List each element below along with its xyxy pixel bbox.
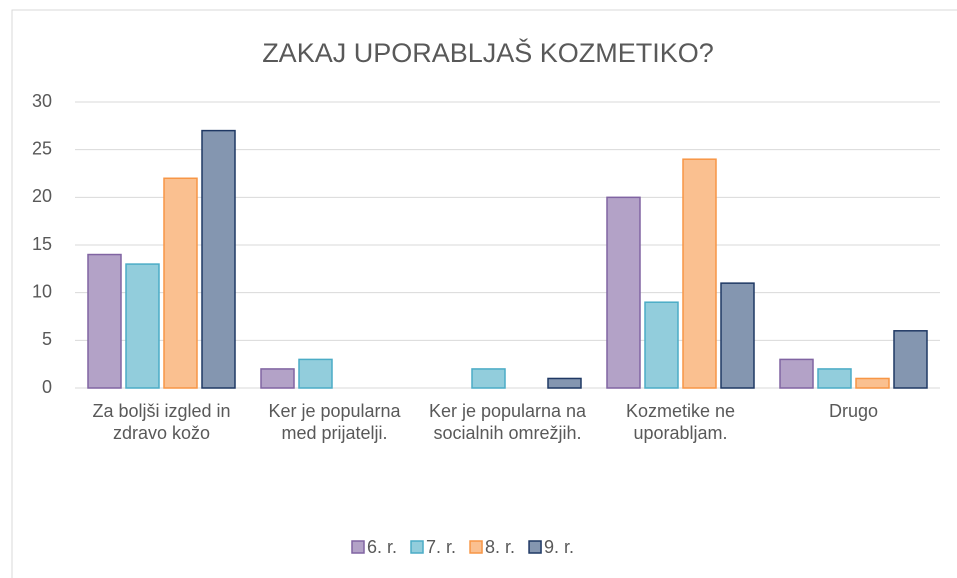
y-tick-label: 15: [32, 234, 52, 254]
y-tick-label: 25: [32, 138, 52, 158]
bar: [547, 377, 582, 389]
bar: [260, 368, 295, 389]
x-tick-label: Za boljši izgled in zdravo kožo: [92, 401, 231, 443]
legend-label: 6. r.: [367, 537, 397, 557]
y-tick-label: 0: [42, 377, 52, 397]
x-tick-label: Drugo: [828, 401, 879, 421]
bar: [817, 368, 852, 389]
legend-swatch: [469, 540, 483, 554]
bar: [720, 282, 755, 389]
x-tick-label: Kozmetike ne uporabljam.: [625, 401, 736, 443]
y-tick-label: 20: [32, 186, 52, 206]
legend-swatch: [528, 540, 542, 554]
bar: [163, 177, 198, 389]
bar: [682, 158, 717, 389]
y-tick-label: 30: [32, 91, 52, 111]
bar: [779, 358, 814, 389]
legend-swatch: [410, 540, 424, 554]
bar: [893, 330, 928, 389]
x-tick-label: Ker je popularna med prijatelji.: [268, 401, 401, 443]
bar: [471, 368, 506, 389]
bar: [298, 358, 333, 389]
bar: [855, 377, 890, 389]
bar: [644, 301, 679, 389]
legend-label: 7. r.: [426, 537, 456, 557]
chart-title: ZAKAJ UPORABLJAŠ KOZMETIKO?: [262, 37, 714, 68]
x-tick-label: Ker je popularna na socialnih omrežjih.: [428, 401, 587, 443]
y-tick-label: 5: [42, 329, 52, 349]
legend-swatch: [351, 540, 365, 554]
legend-label: 9. r.: [544, 537, 574, 557]
bar: [125, 263, 160, 389]
y-tick-label: 10: [32, 281, 52, 301]
bar: [87, 253, 122, 389]
legend-label: 8. r.: [485, 537, 515, 557]
bar: [201, 129, 236, 389]
bar: [606, 196, 641, 389]
